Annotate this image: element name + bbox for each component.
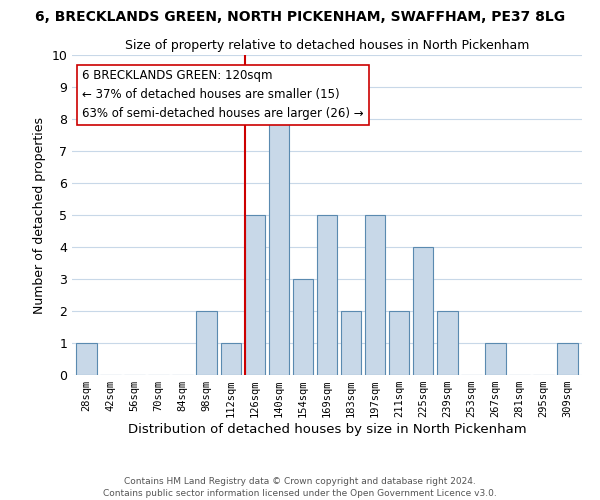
Bar (413, 247, 433, 375)
Bar (389, 311, 409, 375)
Bar (293, 279, 313, 375)
Bar (437, 311, 458, 375)
Y-axis label: Number of detached properties: Number of detached properties (33, 116, 46, 314)
Title: Size of property relative to detached houses in North Pickenham: Size of property relative to detached ho… (125, 40, 529, 52)
X-axis label: Distribution of detached houses by size in North Pickenham: Distribution of detached houses by size … (128, 423, 526, 436)
Bar (485, 343, 506, 375)
Text: 6, BRECKLANDS GREEN, NORTH PICKENHAM, SWAFFHAM, PE37 8LG: 6, BRECKLANDS GREEN, NORTH PICKENHAM, SW… (35, 10, 565, 24)
Bar (269, 119, 289, 375)
Bar (341, 311, 361, 375)
Bar (365, 215, 385, 375)
Bar (557, 343, 578, 375)
Bar (245, 215, 265, 375)
Text: 6 BRECKLANDS GREEN: 120sqm
← 37% of detached houses are smaller (15)
63% of semi: 6 BRECKLANDS GREEN: 120sqm ← 37% of deta… (82, 70, 364, 120)
Bar (76, 343, 97, 375)
Bar (196, 311, 217, 375)
Text: Contains HM Land Registry data © Crown copyright and database right 2024.
Contai: Contains HM Land Registry data © Crown c… (103, 476, 497, 498)
Bar (317, 215, 337, 375)
Bar (221, 343, 241, 375)
